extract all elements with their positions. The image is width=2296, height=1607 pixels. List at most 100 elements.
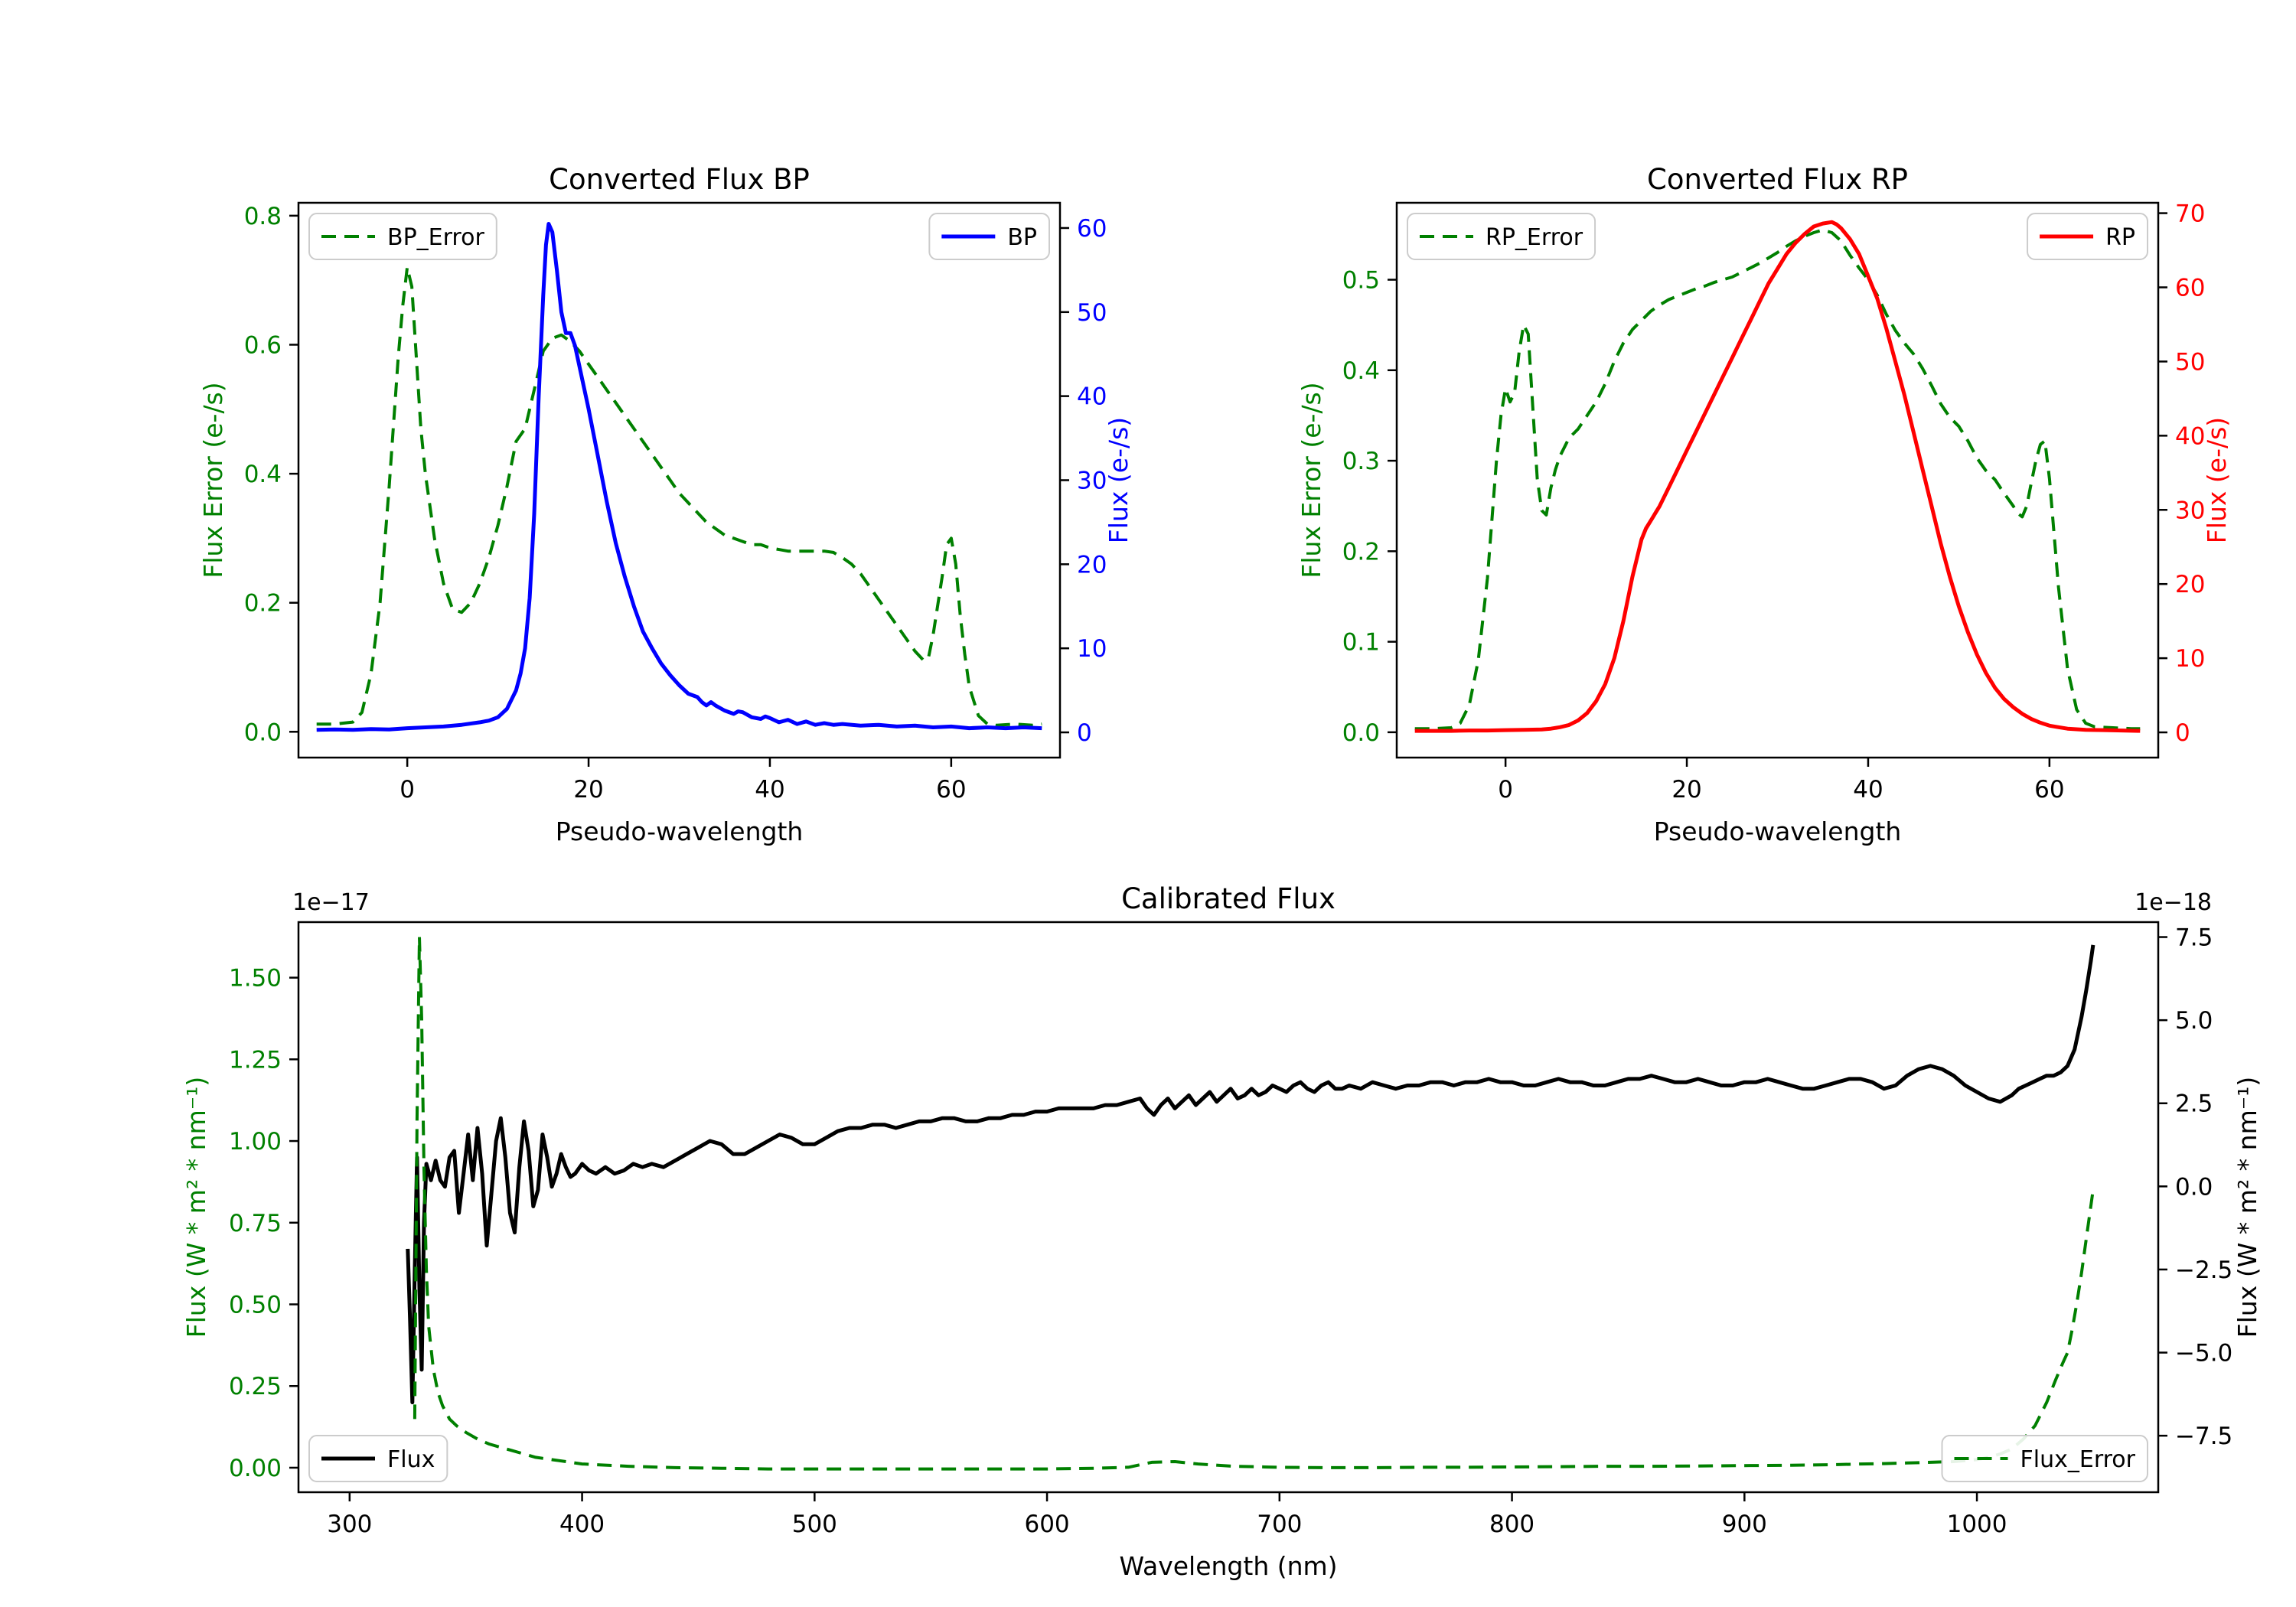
x-tick-label: 40 <box>755 776 784 804</box>
legend-box <box>1941 1435 2148 1482</box>
legend-label: BP_Error <box>387 224 484 251</box>
left-tick-label: 0.0 <box>1342 719 1380 747</box>
right-tick-label: −5.0 <box>2175 1340 2232 1367</box>
left-axis-label: Flux (W * m² * nm⁻¹) <box>181 1077 211 1338</box>
left-tick-label: 0.75 <box>229 1210 282 1237</box>
calibrated-flux-subplot: 300 400 500 600 700 800 900 1000 0.00 0.25 0.50 0.7… <box>181 882 2262 1581</box>
bp-error-line <box>316 266 1042 727</box>
x-axis-label: Pseudo-wavelength <box>556 817 804 846</box>
right-tick-label: 0.0 <box>2175 1173 2213 1201</box>
x-tick-label: 300 <box>327 1511 372 1538</box>
legend-flux-error: Flux_Error <box>1941 1435 2148 1482</box>
right-tick-label: 2.5 <box>2175 1090 2213 1118</box>
right-tick-label: 30 <box>1077 468 1107 495</box>
right-tick-label: 50 <box>1077 299 1107 327</box>
x-axis-label: Wavelength (nm) <box>1119 1551 1337 1581</box>
left-tick-label: 0.0 <box>244 719 282 746</box>
legend-rp-error: RP_Error <box>1407 213 1596 260</box>
right-axis-offset: 1e−18 <box>2135 889 2212 916</box>
left-tick-label: 1.25 <box>229 1046 282 1074</box>
rp-error-line <box>1414 228 2141 731</box>
left-axis-label: Flux Error (e-/s) <box>198 382 228 578</box>
chart-title: Calibrated Flux <box>1121 882 1336 915</box>
legend-label: BP <box>1007 224 1037 251</box>
right-tick-label: 0 <box>2175 719 2190 747</box>
right-tick-label: 20 <box>1077 551 1107 579</box>
left-axis-label: Flux Error (e-/s) <box>1296 382 1326 578</box>
left-tick-label: 0.2 <box>244 590 282 618</box>
plot-area <box>1414 220 2141 733</box>
legend-rp: RP <box>2027 213 2148 260</box>
x-tick-label: 700 <box>1257 1511 1302 1538</box>
left-tick-label: 1.50 <box>229 965 282 993</box>
right-tick-label: 50 <box>2175 348 2205 376</box>
legend-box <box>308 213 497 260</box>
left-tick-label: 0.3 <box>1342 448 1380 475</box>
right-tick-label: 5.0 <box>2175 1007 2213 1035</box>
x-tick-label: 400 <box>559 1511 605 1538</box>
right-tick-label: 20 <box>2175 571 2205 598</box>
right-tick-label: 60 <box>2175 274 2205 302</box>
legend-label: RP <box>2105 224 2135 251</box>
left-axis-offset: 1e−17 <box>292 889 370 916</box>
x-tick-label: 600 <box>1024 1511 1069 1538</box>
right-tick-label: −2.5 <box>2175 1257 2232 1284</box>
right-tick-label: 40 <box>1077 383 1107 411</box>
right-tick-label: 70 <box>2175 200 2205 228</box>
legend-label: Flux_Error <box>2020 1446 2136 1473</box>
right-tick-label: 60 <box>1077 215 1107 243</box>
left-tick-label: 0.50 <box>229 1292 282 1319</box>
x-tick-label: 1000 <box>1947 1511 2007 1538</box>
legend-bp-error: BP_Error <box>308 213 497 260</box>
x-tick-label: 500 <box>792 1511 837 1538</box>
right-tick-label: 7.5 <box>2175 924 2213 952</box>
legend-flux: Flux <box>308 1435 448 1482</box>
left-tick-label: 0.8 <box>244 203 282 230</box>
bp-line <box>316 222 1042 732</box>
x-tick-label: 60 <box>936 776 966 804</box>
converted-flux-rp-subplot: 0 20 40 60 0.0 0.1 0.2 0.3 0.4 0.5 0 10 20 30 40 50 60 70… <box>1296 163 2232 846</box>
x-tick-label: 60 <box>2034 776 2064 804</box>
rp-line <box>1414 220 2141 733</box>
legend-box <box>1407 213 1596 260</box>
x-tick-label: 0 <box>1498 776 1513 804</box>
left-tick-label: 0.1 <box>1342 629 1380 657</box>
right-tick-label: 40 <box>2175 422 2205 450</box>
left-tick-label: 0.4 <box>1342 357 1380 385</box>
x-tick-label: 900 <box>1722 1511 1767 1538</box>
x-tick-label: 20 <box>1671 776 1701 804</box>
right-axis-label: Flux (e-/s) <box>1104 417 1133 543</box>
right-tick-label: 0 <box>1077 719 1092 747</box>
left-tick-label: 1.00 <box>229 1128 282 1156</box>
right-tick-label: 10 <box>1077 635 1107 663</box>
x-tick-label: 40 <box>1853 776 1883 804</box>
right-tick-label: 30 <box>2175 497 2205 524</box>
axes-frame <box>1395 201 2160 759</box>
axes-frame <box>297 921 2160 1494</box>
converted-flux-bp-subplot: 0 20 40 60 0.0 0.2 0.4 0.6 0.8 0 10 20 30 40 50 60 Pseud… <box>198 163 1133 846</box>
right-tick-label: −7.5 <box>2175 1423 2232 1450</box>
legend-label: RP_Error <box>1486 224 1583 251</box>
flux-error-line <box>413 935 2095 1471</box>
left-tick-label: 0.4 <box>244 461 282 488</box>
left-tick-label: 0.6 <box>244 331 282 359</box>
legend-bp: BP <box>928 213 1050 260</box>
left-tick-label: 0.2 <box>1342 538 1380 566</box>
plot-area <box>406 935 2095 1471</box>
x-tick-label: 0 <box>400 776 415 804</box>
right-axis-label: Flux (W * m² * nm⁻¹) <box>2232 1077 2262 1338</box>
left-tick-label: 0.5 <box>1342 267 1380 295</box>
plot-area <box>316 222 1042 732</box>
chart-title: Converted Flux RP <box>1647 163 1908 196</box>
chart-title: Converted Flux BP <box>549 163 810 196</box>
x-tick-label: 800 <box>1489 1511 1534 1538</box>
left-tick-label: 0.25 <box>229 1373 282 1400</box>
legend-label: Flux <box>387 1446 435 1473</box>
right-tick-label: 10 <box>2175 645 2205 673</box>
right-axis-label: Flux (e-/s) <box>2202 417 2232 543</box>
x-axis-label: Pseudo-wavelength <box>1654 817 1902 846</box>
flux-line <box>406 944 2095 1405</box>
x-tick-label: 20 <box>573 776 603 804</box>
